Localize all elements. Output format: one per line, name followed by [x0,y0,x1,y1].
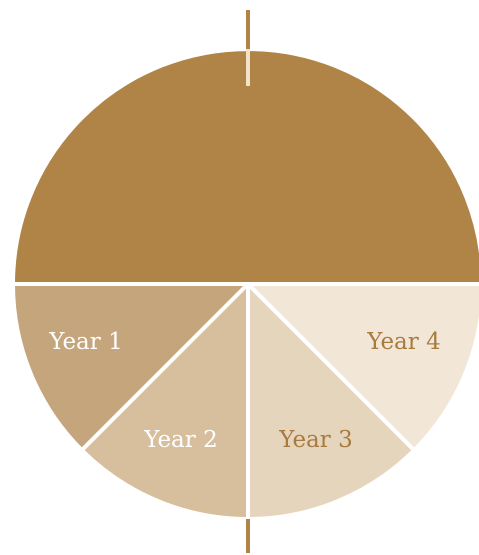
wedge [246,282,417,521]
wedges [11,47,479,521]
segment-label: Year 3 [278,427,352,453]
segment-label: Year 1 [48,329,122,355]
wedge [246,282,479,453]
wedge [79,282,250,521]
segment-label: Year 2 [143,427,217,453]
segment-label: Year 4 [366,329,440,355]
wedge [11,282,250,453]
